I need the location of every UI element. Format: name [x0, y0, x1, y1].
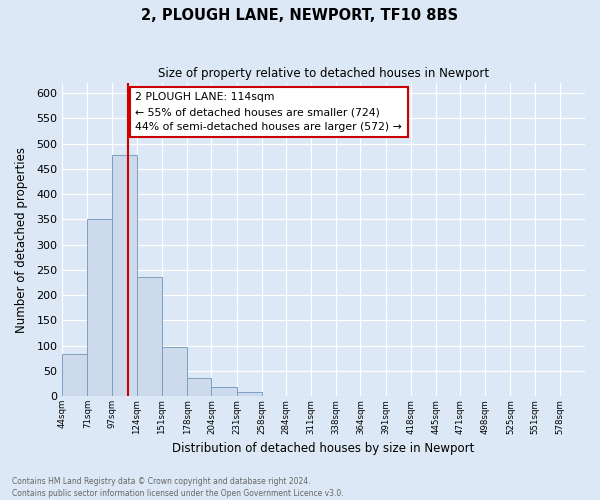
Bar — [211, 387, 236, 396]
Bar — [88, 220, 112, 396]
Text: 2, PLOUGH LANE, NEWPORT, TF10 8BS: 2, PLOUGH LANE, NEWPORT, TF10 8BS — [142, 8, 458, 22]
Bar — [162, 347, 187, 396]
Bar — [236, 392, 262, 396]
Bar — [137, 277, 162, 396]
Title: Size of property relative to detached houses in Newport: Size of property relative to detached ho… — [158, 68, 489, 80]
Bar — [62, 354, 88, 396]
Bar — [187, 378, 211, 396]
Y-axis label: Number of detached properties: Number of detached properties — [15, 146, 28, 332]
Bar — [112, 154, 137, 396]
Text: 2 PLOUGH LANE: 114sqm
← 55% of detached houses are smaller (724)
44% of semi-det: 2 PLOUGH LANE: 114sqm ← 55% of detached … — [136, 92, 402, 132]
X-axis label: Distribution of detached houses by size in Newport: Distribution of detached houses by size … — [172, 442, 475, 455]
Text: Contains HM Land Registry data © Crown copyright and database right 2024.
Contai: Contains HM Land Registry data © Crown c… — [12, 476, 344, 498]
